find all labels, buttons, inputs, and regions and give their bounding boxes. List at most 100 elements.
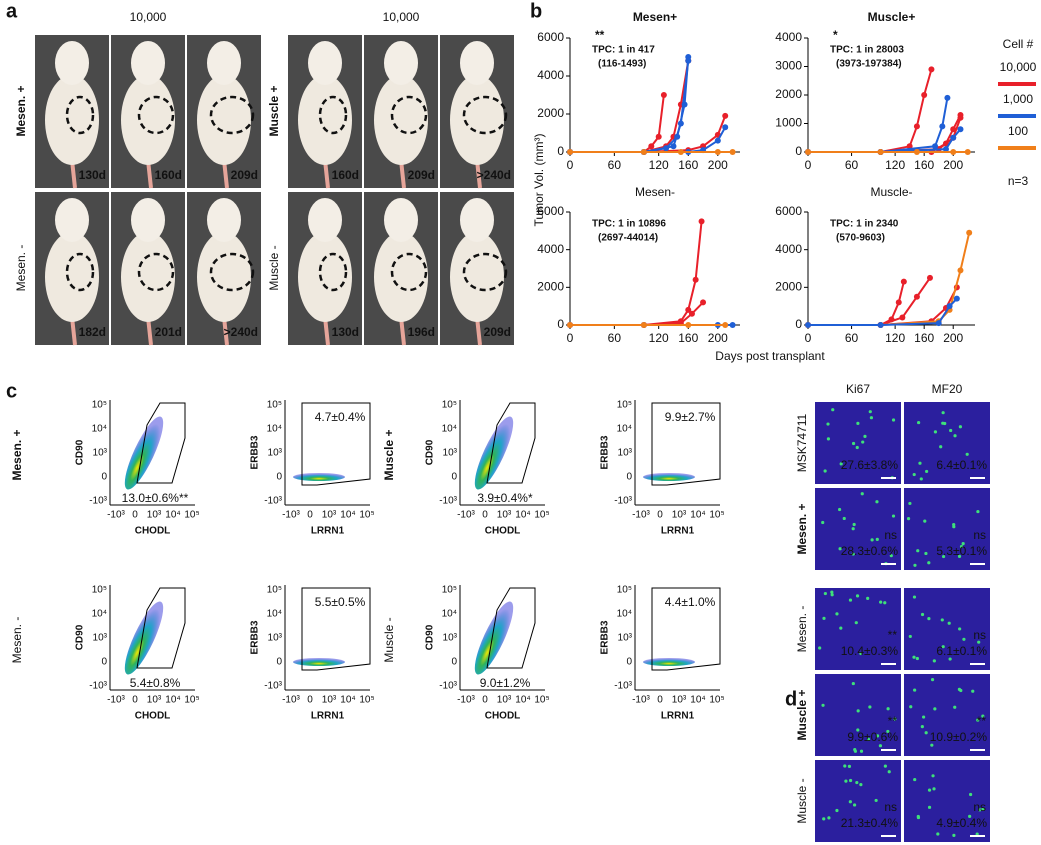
day-label: 201d (155, 325, 182, 339)
gate (486, 587, 536, 669)
data-point (714, 137, 721, 144)
tumor-outline (137, 252, 175, 292)
stained-nucleus (913, 777, 917, 782)
significance: ns (884, 800, 897, 814)
row-label: Muscle + (382, 429, 396, 480)
stained-nucleus (925, 469, 929, 474)
row-label: Mesen. - (795, 606, 809, 653)
significance: ** (977, 714, 987, 728)
stained-nucleus (941, 645, 945, 649)
x-axis-label: CHODL (485, 526, 521, 537)
mouse-body (374, 232, 428, 322)
x-tick-label: -10³ (457, 695, 475, 706)
y-tick-label: 0 (626, 472, 632, 483)
x-tick-label: 60 (845, 331, 859, 345)
series-line (570, 60, 690, 153)
y-tick-label: 10⁴ (267, 609, 282, 620)
y-tick-label: 0 (557, 144, 564, 158)
data-point (921, 92, 928, 98)
series-line (808, 97, 949, 153)
y-tick-label: 10⁵ (92, 400, 107, 411)
x-tick-label: 10⁴ (165, 695, 180, 706)
y-tick-label: 10⁵ (442, 585, 457, 596)
stained-nucleus (913, 563, 917, 567)
stained-nucleus (855, 594, 860, 598)
y-tick-label: -10³ (89, 496, 107, 507)
stained-nucleus (975, 832, 979, 836)
x-tick-label: 60 (608, 158, 622, 172)
tpc-ci: (570-9603) (836, 233, 885, 244)
stained-nucleus (930, 743, 934, 747)
x-tick-label: 10⁵ (184, 695, 199, 706)
stained-nucleus (868, 410, 872, 414)
x-tick-label: 0 (567, 331, 574, 345)
stained-nucleus (889, 554, 893, 558)
mouse-head (207, 41, 241, 85)
stained-nucleus (920, 612, 925, 617)
tumor-outline (462, 252, 508, 292)
stained-nucleus (835, 612, 839, 616)
stained-nucleus (839, 462, 843, 466)
dose-label: 10,000 (130, 10, 167, 24)
stained-nucleus (874, 798, 878, 803)
x-tick-label: 10⁵ (709, 695, 724, 706)
data-point (567, 322, 573, 328)
stained-nucleus (971, 689, 975, 693)
data-point (688, 310, 695, 317)
y-tick-label: 0 (451, 472, 457, 483)
data-point (685, 57, 692, 64)
y-tick-label: 2000 (775, 280, 802, 294)
x-tick-label: 10³ (147, 695, 162, 706)
x-axis-label: LRRN1 (661, 711, 695, 722)
x-tick-label: 200 (943, 158, 963, 172)
stained-nucleus (981, 807, 985, 811)
stained-nucleus (826, 422, 830, 426)
mouse-body (298, 75, 352, 165)
stained-nucleus (906, 517, 911, 521)
data-point (953, 295, 960, 302)
y-axis-label: CD90 (425, 439, 436, 465)
cell-cloud (124, 416, 164, 490)
y-tick-label: 4000 (537, 242, 564, 256)
data-point (700, 299, 707, 306)
stained-nucleus (908, 501, 912, 506)
y-tick-label: 10³ (93, 633, 108, 644)
stained-nucleus (891, 418, 896, 422)
y-tick-label: 0 (557, 317, 564, 331)
dose-label: 10,000 (383, 10, 420, 24)
data-point (729, 149, 736, 155)
stained-nucleus (854, 621, 858, 625)
tumor-outline (65, 95, 95, 135)
stained-nucleus (965, 452, 969, 456)
y-tick-label: 10⁴ (442, 609, 457, 620)
stained-nucleus (821, 520, 825, 525)
gate (136, 402, 186, 484)
data-point (939, 123, 946, 130)
series-line (570, 94, 665, 153)
data-point (698, 218, 705, 225)
stained-nucleus (915, 656, 919, 661)
data-point (722, 322, 729, 328)
x-tick-label: 160 (914, 158, 934, 172)
gate (136, 587, 186, 669)
row-label: Mesen. - (10, 617, 24, 664)
y-axis-label: CD90 (75, 439, 86, 465)
mouse-body (197, 232, 251, 322)
x-tick-label: 0 (132, 695, 138, 706)
micrograph (815, 402, 901, 484)
data-point (944, 94, 951, 101)
stained-nucleus (821, 703, 825, 707)
y-tick-label: -10³ (614, 681, 632, 692)
x-tick-label: 160 (914, 331, 934, 345)
mouse-head (131, 41, 165, 85)
row-label: Muscle - (382, 617, 396, 662)
cell-cloud (474, 601, 514, 675)
stained-nucleus (883, 601, 887, 605)
y-tick-label: 10⁴ (442, 424, 457, 435)
data-point (950, 134, 957, 141)
x-tick-label: 60 (845, 158, 859, 172)
series-line (570, 60, 690, 153)
significance: ** (888, 628, 898, 642)
data-point (660, 92, 667, 98)
tumor-outline (65, 252, 95, 292)
